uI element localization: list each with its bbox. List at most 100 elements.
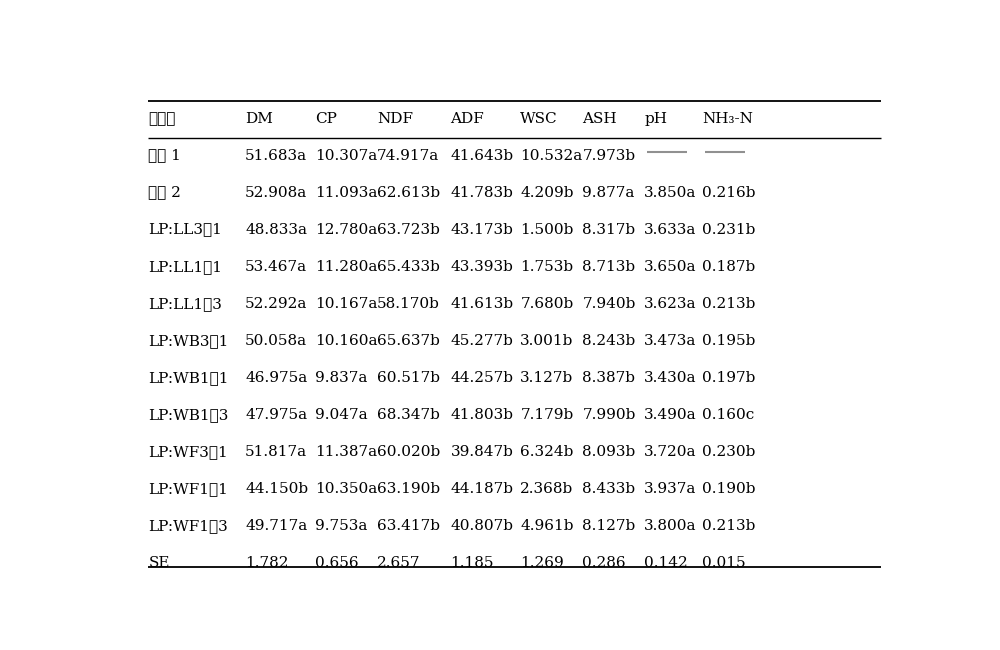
Text: 0.197b: 0.197b — [702, 370, 756, 385]
Text: 处理组: 处理组 — [148, 112, 176, 126]
Text: 60.517b: 60.517b — [377, 370, 440, 385]
Text: 43.393b: 43.393b — [450, 260, 513, 274]
Text: 0.230b: 0.230b — [702, 445, 756, 459]
Text: 8.317b: 8.317b — [582, 223, 635, 237]
Text: 2.368b: 2.368b — [520, 482, 574, 496]
Text: WSC: WSC — [520, 112, 558, 126]
Text: 8.243b: 8.243b — [582, 333, 636, 348]
Text: 44.257b: 44.257b — [450, 370, 514, 385]
Text: 43.173b: 43.173b — [450, 223, 513, 237]
Text: 4.961b: 4.961b — [520, 519, 574, 533]
Text: 9.047a: 9.047a — [315, 408, 368, 422]
Text: 7.990b: 7.990b — [582, 408, 636, 422]
Text: 0.015: 0.015 — [702, 556, 746, 570]
Text: 11.387a: 11.387a — [315, 445, 377, 459]
Text: 8.387b: 8.387b — [582, 370, 635, 385]
Text: 10.350a: 10.350a — [315, 482, 377, 496]
Text: 47.975a: 47.975a — [245, 408, 307, 422]
Text: 3.800a: 3.800a — [644, 519, 697, 533]
Text: 3.633a: 3.633a — [644, 223, 697, 237]
Text: 0.187b: 0.187b — [702, 260, 756, 274]
Text: 0.213b: 0.213b — [702, 297, 756, 311]
Text: 0.216b: 0.216b — [702, 186, 756, 200]
Text: 49.717a: 49.717a — [245, 519, 307, 533]
Text: 1.185: 1.185 — [450, 556, 494, 570]
Text: LP:WF1：1: LP:WF1：1 — [148, 482, 228, 496]
Text: ASH: ASH — [582, 112, 617, 126]
Text: 7.940b: 7.940b — [582, 297, 636, 311]
Text: 0.213b: 0.213b — [702, 519, 756, 533]
Text: pH: pH — [644, 112, 667, 126]
Text: LP:WF1：3: LP:WF1：3 — [148, 519, 228, 533]
Text: 8.433b: 8.433b — [582, 482, 635, 496]
Text: 51.817a: 51.817a — [245, 445, 307, 459]
Text: 0.142: 0.142 — [644, 556, 688, 570]
Text: 63.417b: 63.417b — [377, 519, 440, 533]
Text: 1.500b: 1.500b — [520, 223, 574, 237]
Text: LP:LL1：1: LP:LL1：1 — [148, 260, 222, 274]
Text: 65.433b: 65.433b — [377, 260, 440, 274]
Text: 52.292a: 52.292a — [245, 297, 308, 311]
Text: LP:WB3：1: LP:WB3：1 — [148, 333, 229, 348]
Text: 1.753b: 1.753b — [520, 260, 573, 274]
Text: 10.307a: 10.307a — [315, 149, 377, 162]
Text: 40.807b: 40.807b — [450, 519, 514, 533]
Text: 3.127b: 3.127b — [520, 370, 574, 385]
Text: 1.269: 1.269 — [520, 556, 564, 570]
Text: 11.093a: 11.093a — [315, 186, 377, 200]
Text: 44.187b: 44.187b — [450, 482, 514, 496]
Text: 4.209b: 4.209b — [520, 186, 574, 200]
Text: LP:LL1：3: LP:LL1：3 — [148, 297, 222, 311]
Text: 44.150b: 44.150b — [245, 482, 308, 496]
Text: 48.833a: 48.833a — [245, 223, 307, 237]
Text: 68.347b: 68.347b — [377, 408, 440, 422]
Text: 9.753a: 9.753a — [315, 519, 367, 533]
Text: DM: DM — [245, 112, 273, 126]
Text: 2.657: 2.657 — [377, 556, 420, 570]
Text: 0.231b: 0.231b — [702, 223, 756, 237]
Text: 3.001b: 3.001b — [520, 333, 574, 348]
Text: 41.643b: 41.643b — [450, 149, 514, 162]
Text: 45.277b: 45.277b — [450, 333, 513, 348]
Text: LP:LL3：1: LP:LL3：1 — [148, 223, 222, 237]
Text: 53.467a: 53.467a — [245, 260, 307, 274]
Text: 41.803b: 41.803b — [450, 408, 514, 422]
Text: 63.190b: 63.190b — [377, 482, 440, 496]
Text: 对照 2: 对照 2 — [148, 186, 181, 200]
Text: 3.473a: 3.473a — [644, 333, 697, 348]
Text: 0.160c: 0.160c — [702, 408, 755, 422]
Text: 52.908a: 52.908a — [245, 186, 307, 200]
Text: 3.937a: 3.937a — [644, 482, 697, 496]
Text: 39.847b: 39.847b — [450, 445, 513, 459]
Text: CP: CP — [315, 112, 337, 126]
Text: 65.637b: 65.637b — [377, 333, 440, 348]
Text: 6.324b: 6.324b — [520, 445, 574, 459]
Text: 50.058a: 50.058a — [245, 333, 307, 348]
Text: 10.160a: 10.160a — [315, 333, 377, 348]
Text: 0.195b: 0.195b — [702, 333, 756, 348]
Text: 对照 1: 对照 1 — [148, 149, 181, 162]
Text: ADF: ADF — [450, 112, 484, 126]
Text: SE: SE — [148, 556, 170, 570]
Text: 3.623a: 3.623a — [644, 297, 697, 311]
Text: 9.877a: 9.877a — [582, 186, 635, 200]
Text: 8.713b: 8.713b — [582, 260, 635, 274]
Text: 8.127b: 8.127b — [582, 519, 636, 533]
Text: 0.286: 0.286 — [582, 556, 626, 570]
Text: NDF: NDF — [377, 112, 413, 126]
Text: 10.167a: 10.167a — [315, 297, 377, 311]
Text: 7.973b: 7.973b — [582, 149, 635, 162]
Text: LP:WB1：1: LP:WB1：1 — [148, 370, 229, 385]
Text: 3.490a: 3.490a — [644, 408, 697, 422]
Text: 7.680b: 7.680b — [520, 297, 574, 311]
Text: 46.975a: 46.975a — [245, 370, 307, 385]
Text: 62.613b: 62.613b — [377, 186, 440, 200]
Text: 58.170b: 58.170b — [377, 297, 440, 311]
Text: 3.430a: 3.430a — [644, 370, 697, 385]
Text: 10.532a: 10.532a — [520, 149, 582, 162]
Text: 1.782: 1.782 — [245, 556, 289, 570]
Text: 60.020b: 60.020b — [377, 445, 440, 459]
Text: 0.656: 0.656 — [315, 556, 358, 570]
Text: LP:WF3：1: LP:WF3：1 — [148, 445, 228, 459]
Text: 51.683a: 51.683a — [245, 149, 307, 162]
